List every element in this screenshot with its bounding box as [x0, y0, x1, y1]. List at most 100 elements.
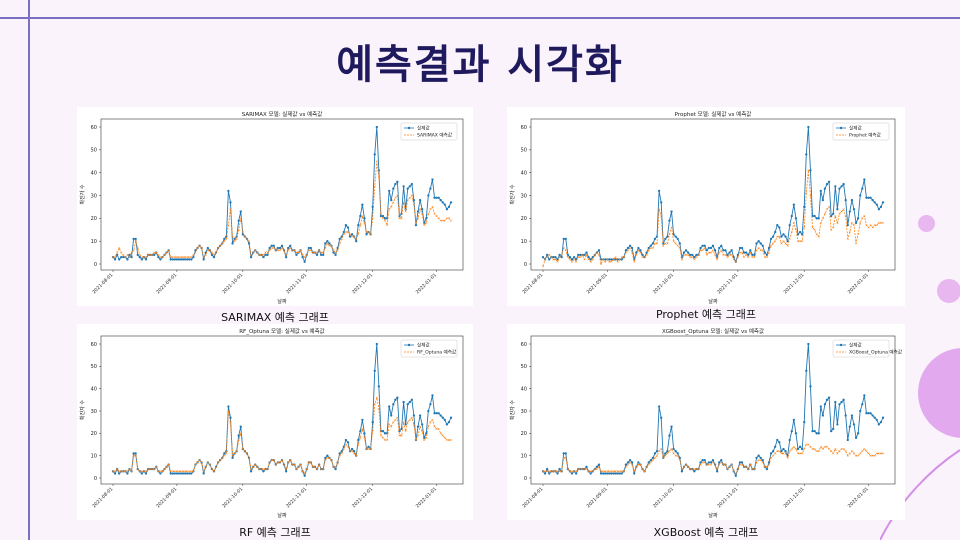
data-point-predicted: [757, 246, 760, 250]
data-point-predicted: [208, 463, 211, 466]
data-point-predicted: [179, 470, 183, 473]
data-point-predicted: [593, 253, 596, 256]
data-point-actual: [406, 187, 409, 190]
data-point-predicted: [186, 256, 189, 259]
data-point-actual: [823, 187, 827, 190]
data-point-predicted: [568, 258, 572, 261]
chart-sarimax: SARIMAX 모델: 실제값 vs 예측값 0 10 20 30 40 50 60 2021-…: [79, 110, 464, 305]
data-point-actual: [227, 189, 230, 193]
data-point-actual: [404, 423, 407, 426]
data-point-predicted: [811, 226, 814, 229]
data-point-predicted: [256, 251, 259, 254]
legend-box: [832, 339, 890, 358]
data-point-actual: [848, 210, 851, 213]
data-point-actual: [786, 240, 789, 243]
data-point-predicted: [670, 226, 673, 229]
data-point-predicted: [293, 463, 296, 466]
data-point-actual: [624, 249, 628, 252]
data-point-actual: [861, 187, 864, 190]
data-point-predicted: [116, 251, 119, 254]
data-point-predicted: [412, 423, 415, 426]
data-point-predicted: [703, 246, 706, 250]
data-point-predicted: [250, 253, 253, 256]
data-point-actual: [171, 472, 174, 475]
data-point-actual: [691, 253, 694, 257]
data-point-predicted: [658, 450, 661, 453]
y-tick-label: 30: [91, 193, 97, 199]
data-point-actual: [186, 258, 189, 261]
data-point-predicted: [674, 242, 677, 245]
data-point-actual: [284, 470, 288, 473]
data-point-predicted: [134, 240, 137, 243]
data-point-predicted: [716, 258, 719, 261]
data-point-actual: [268, 246, 271, 250]
data-point-predicted: [235, 450, 238, 453]
data-point-actual: [761, 458, 764, 462]
data-point-actual: [276, 246, 280, 250]
data-point-predicted: [163, 467, 166, 471]
data-point-actual: [879, 205, 883, 209]
data-point-actual: [718, 246, 721, 250]
data-point-predicted: [353, 452, 356, 455]
data-point-predicted: [258, 253, 261, 256]
y-tick-label: 20: [91, 431, 97, 437]
data-point-predicted: [130, 251, 133, 254]
data-point-predicted: [604, 470, 607, 473]
data-point-predicted: [794, 228, 798, 231]
data-point-predicted: [346, 445, 350, 448]
data-point-predicted: [355, 237, 358, 240]
data-point-actual: [854, 436, 858, 439]
y-tick-label: 60: [521, 125, 527, 131]
data-point-predicted: [219, 244, 222, 247]
data-point-predicted: [807, 169, 810, 172]
data-point-predicted: [157, 470, 160, 473]
data-point-actual: [416, 210, 420, 213]
data-point-predicted: [873, 454, 876, 457]
data-point-actual: [447, 205, 451, 209]
data-point-predicted: [871, 226, 874, 229]
data-point-predicted: [618, 258, 621, 261]
y-tick-label: 0: [524, 476, 527, 482]
x-tick-label: 2022-01-01: [847, 272, 870, 295]
data-point-actual: [388, 189, 391, 193]
data-point-predicted: [825, 445, 829, 448]
data-point-actual: [402, 400, 405, 404]
data-point-actual: [809, 169, 812, 172]
data-point-actual: [552, 256, 555, 259]
data-point-predicted: [200, 246, 203, 250]
data-point-predicted: [740, 251, 744, 254]
y-tick-label: 0: [524, 262, 527, 268]
data-point-predicted: [577, 256, 580, 259]
data-point-predicted: [647, 463, 650, 466]
data-point-predicted: [881, 452, 885, 455]
data-point-predicted: [111, 470, 115, 473]
data-point-actual: [128, 253, 131, 257]
data-point-predicted: [579, 467, 582, 471]
data-point-actual: [798, 445, 802, 448]
data-point-predicted: [287, 461, 290, 464]
data-point-predicted: [206, 249, 209, 252]
data-point-predicted: [798, 240, 802, 243]
data-point-predicted: [881, 221, 885, 224]
data-point-predicted: [447, 438, 451, 442]
data-point-predicted: [840, 447, 843, 451]
data-point-predicted: [651, 246, 654, 250]
data-point-predicted: [817, 450, 820, 453]
data-point-predicted: [225, 237, 228, 240]
y-tick-label: 10: [91, 453, 97, 459]
data-point-actual: [115, 253, 119, 257]
data-point-actual: [805, 369, 808, 372]
data-point-predicted: [792, 445, 795, 448]
data-point-actual: [780, 450, 783, 453]
data-point-predicted: [412, 203, 415, 206]
data-point-predicted: [699, 463, 702, 466]
data-point-predicted: [326, 242, 329, 245]
data-point-predicted: [815, 233, 818, 236]
data-point-actual: [568, 256, 572, 259]
data-point-predicted: [689, 467, 692, 471]
data-point-predicted: [734, 260, 737, 263]
data-point-predicted: [678, 459, 681, 462]
data-point-actual: [562, 452, 565, 455]
caption-xgboost: XGBoost 예측 그래프: [653, 526, 759, 539]
data-point-predicted: [772, 454, 775, 457]
